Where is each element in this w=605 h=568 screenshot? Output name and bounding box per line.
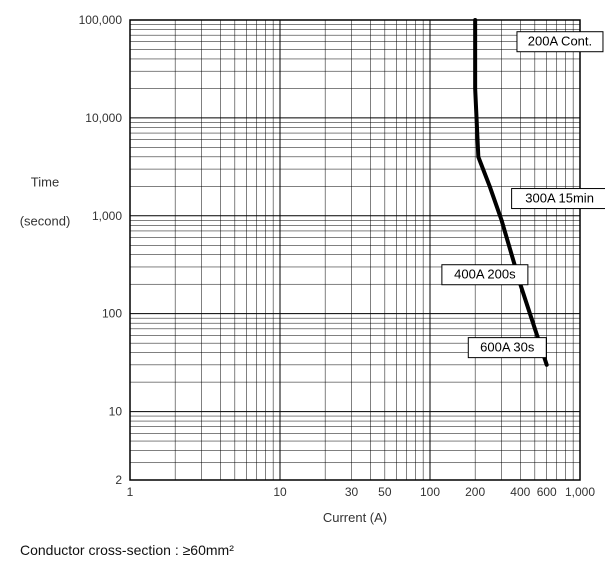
y-tick-label: 10: [109, 405, 123, 419]
x-tick-label: 200: [465, 485, 485, 499]
x-axis-label: Current (A): [323, 510, 387, 525]
y-tick-label: 100,000: [79, 13, 123, 27]
x-tick-label: 400: [510, 485, 530, 499]
x-tick-label: 10: [273, 485, 287, 499]
x-tick-label: 100: [420, 485, 440, 499]
y-tick-label: 2: [115, 473, 122, 487]
callout-label: 400A 200s: [454, 267, 516, 282]
y-tick-label: 100: [102, 307, 122, 321]
x-tick-label: 600: [537, 485, 557, 499]
x-tick-label: 50: [378, 485, 392, 499]
y-tick-label: 10,000: [85, 111, 122, 125]
x-tick-label: 1,000: [565, 485, 595, 499]
x-tick-label: 1: [127, 485, 134, 499]
y-tick-label: 1,000: [92, 209, 122, 223]
callout-label: 300A 15min: [525, 191, 594, 206]
y-axis-unit: (second): [20, 213, 71, 228]
time-current-chart: 1 10 30 50 100 200 400 600 1,000 2 10 100 1,000 10,00…: [0, 0, 605, 568]
plot-frame: [130, 20, 580, 480]
footer-note: Conductor cross-section : ≥60mm²: [20, 542, 234, 558]
x-tick-label: 30: [345, 485, 359, 499]
callout-label: 600A 30s: [480, 340, 535, 355]
y-axis-label: Time: [31, 174, 59, 189]
callout-label: 200A Cont.: [528, 34, 592, 49]
